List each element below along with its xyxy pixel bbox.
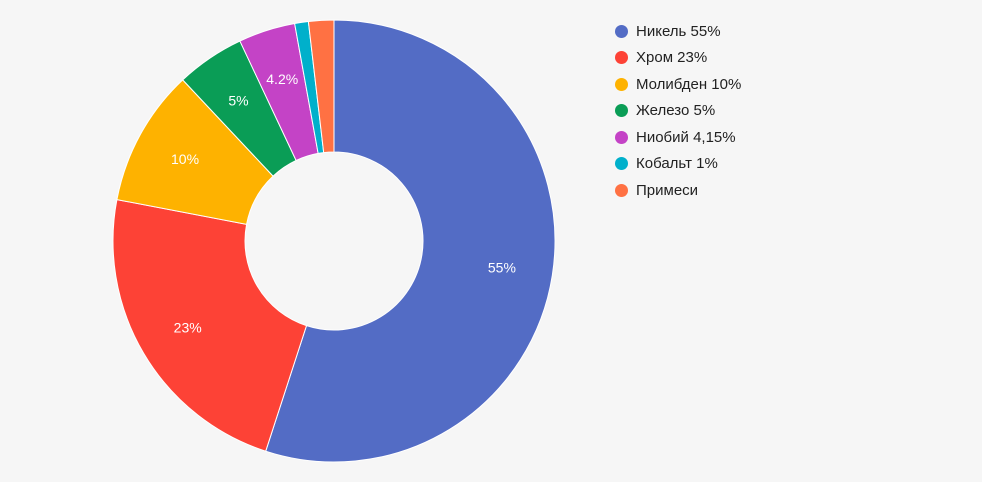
legend-item: Примеси (615, 177, 741, 204)
slice-data-label: 10% (171, 151, 199, 167)
slice-data-label: 23% (174, 320, 202, 336)
legend-item: Кобальт 1% (615, 151, 741, 178)
slice-data-label: 4.2% (266, 71, 298, 87)
legend-label: Железо 5% (636, 102, 716, 120)
legend-label: Хром 23% (636, 49, 708, 67)
legend-item: Железо 5% (615, 98, 741, 125)
slice-data-label: 5% (228, 92, 248, 108)
pie-slice-0 (265, 19, 556, 463)
legend-label: Молибден 10% (636, 75, 742, 93)
legend-swatch (615, 130, 628, 144)
legend-label: Примеси (636, 181, 699, 199)
legend-item: Молибден 10% (615, 71, 741, 98)
pie-slice-1 (112, 199, 308, 452)
legend-swatch (615, 183, 628, 197)
legend-item: Ниобий 4,15% (615, 124, 741, 151)
legend-item: Хром 23% (615, 45, 741, 72)
legend-item: Никель 55% (615, 18, 741, 45)
legend-label: Никель 55% (636, 22, 721, 40)
legend: Никель 55% Хром 23% Молибден 10% Железо 5% Н… (615, 18, 741, 204)
legend-label: Ниобий 4,15% (636, 128, 736, 146)
slice-data-label: 55% (488, 260, 516, 276)
legend-swatch (615, 51, 628, 65)
legend-label: Кобальт 1% (636, 155, 718, 173)
legend-swatch (615, 77, 628, 91)
legend-swatch (615, 24, 628, 38)
legend-swatch (615, 157, 628, 171)
pie-slice-6 (307, 19, 335, 154)
legend-swatch (615, 104, 628, 118)
